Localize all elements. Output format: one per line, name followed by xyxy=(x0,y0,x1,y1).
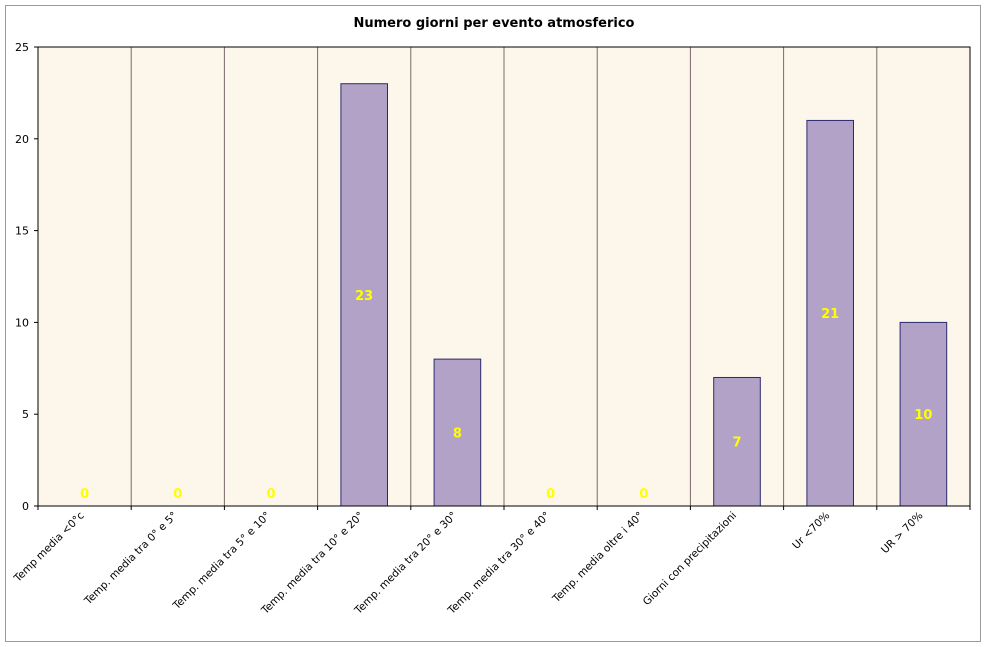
y-tick-label: 25 xyxy=(15,41,29,54)
data-label: 0 xyxy=(173,487,182,502)
bar xyxy=(713,376,761,507)
category-separators xyxy=(130,47,878,506)
x-tick-label: UR > 70% xyxy=(879,510,926,557)
y-tick-label: 5 xyxy=(22,408,29,421)
x-tick-label: Temp. media oltre i 40° xyxy=(550,510,646,606)
chart-title: Numero giorni per evento atmosferico xyxy=(353,16,635,31)
data-label: 10 xyxy=(914,408,932,423)
data-labels: 0 0 0 23 8 0 0 7 21 10 xyxy=(80,289,932,502)
data-label: 23 xyxy=(355,289,373,304)
data-label: 0 xyxy=(546,487,555,502)
y-tick-label: 10 xyxy=(15,316,29,329)
x-tick-label: Ur <70% xyxy=(790,510,832,552)
data-label: 21 xyxy=(821,307,839,322)
bar xyxy=(340,83,388,507)
chart-area: Numero giorni per evento atmosferico 0 5 1… xyxy=(5,5,981,642)
y-axis-ticks: 0 5 10 15 20 25 xyxy=(15,41,971,513)
x-tick-label: Giorni con precipitazioni xyxy=(641,510,739,608)
data-label: 0 xyxy=(639,487,648,502)
y-tick-label: 15 xyxy=(15,225,29,238)
x-tick-label: Temp. media tra 10° e 20° xyxy=(259,510,367,618)
bar xyxy=(899,321,948,507)
data-label: 0 xyxy=(80,487,89,502)
data-label: 0 xyxy=(266,487,275,502)
x-tick-label: Temp media <0°c xyxy=(11,509,87,585)
data-label: 7 xyxy=(732,436,741,451)
x-tick-label: Temp. media tra 20° e 30° xyxy=(352,510,460,618)
bar xyxy=(806,119,855,507)
y-tick-label: 20 xyxy=(15,133,29,146)
x-tick-label: Temp. media tra 0° e 5° xyxy=(82,510,180,608)
bars xyxy=(340,83,948,507)
x-tick-label: Temp. media tra 5° e 10° xyxy=(170,510,273,613)
y-tick-label: 0 xyxy=(22,500,29,513)
data-label: 8 xyxy=(453,427,462,442)
x-tick-label: Temp. media tra 30° e 40° xyxy=(445,510,553,618)
bar xyxy=(433,358,482,507)
